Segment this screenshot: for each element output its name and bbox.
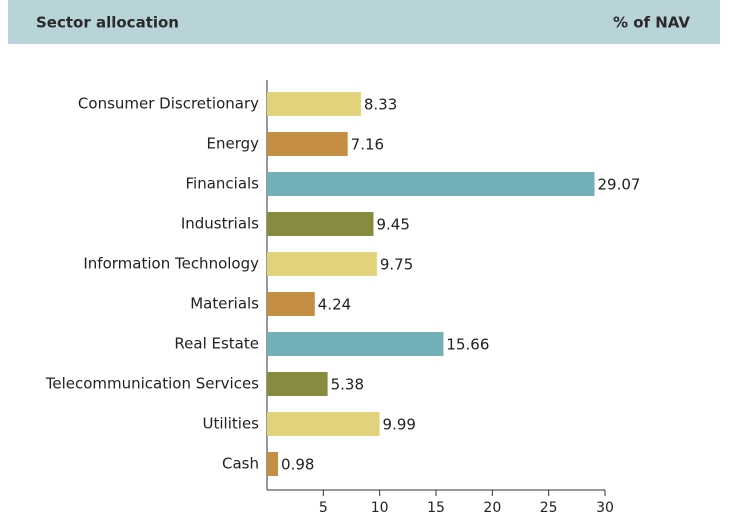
bar <box>267 372 328 396</box>
y-tick-label: Industrials <box>181 215 259 233</box>
y-tick-label: Financials <box>186 175 260 193</box>
data-label: 9.45 <box>376 216 409 234</box>
data-label: 0.98 <box>281 456 314 474</box>
y-tick-label: Telecommunication Services <box>45 375 259 393</box>
data-label: 9.75 <box>380 256 413 274</box>
x-tick-label: 15 <box>427 500 445 516</box>
y-tick-label: Real Estate <box>174 335 259 353</box>
bar <box>267 252 377 276</box>
data-label: 4.24 <box>318 296 351 314</box>
x-tick-label: 25 <box>540 500 558 516</box>
x-tick-label: 20 <box>483 500 501 516</box>
chart-title: Sector allocation <box>36 14 179 32</box>
bar <box>267 412 380 436</box>
y-tick-label: Materials <box>190 295 259 313</box>
bar <box>267 452 279 476</box>
y-tick-label: Energy <box>206 135 259 153</box>
y-tick-label: Utilities <box>203 415 260 433</box>
axis-unit-label: % of NAV <box>613 14 690 32</box>
data-label: 7.16 <box>351 136 384 154</box>
y-tick-label: Cash <box>222 455 259 473</box>
bar <box>267 132 348 156</box>
bar <box>267 92 361 116</box>
bar <box>267 332 444 356</box>
bar <box>267 292 315 316</box>
data-label: 8.33 <box>364 96 397 114</box>
x-tick-label: 5 <box>319 500 328 516</box>
data-label: 15.66 <box>446 336 489 354</box>
bar <box>267 172 595 196</box>
y-tick-label: Information Technology <box>83 255 259 273</box>
x-tick-label: 30 <box>596 500 614 516</box>
header-band <box>8 0 720 44</box>
data-label: 9.99 <box>383 416 416 434</box>
x-tick-label: 10 <box>371 500 389 516</box>
bar <box>267 212 374 236</box>
data-label: 5.38 <box>331 376 364 394</box>
data-label: 29.07 <box>598 176 641 194</box>
y-tick-label: Consumer Discretionary <box>78 95 259 113</box>
